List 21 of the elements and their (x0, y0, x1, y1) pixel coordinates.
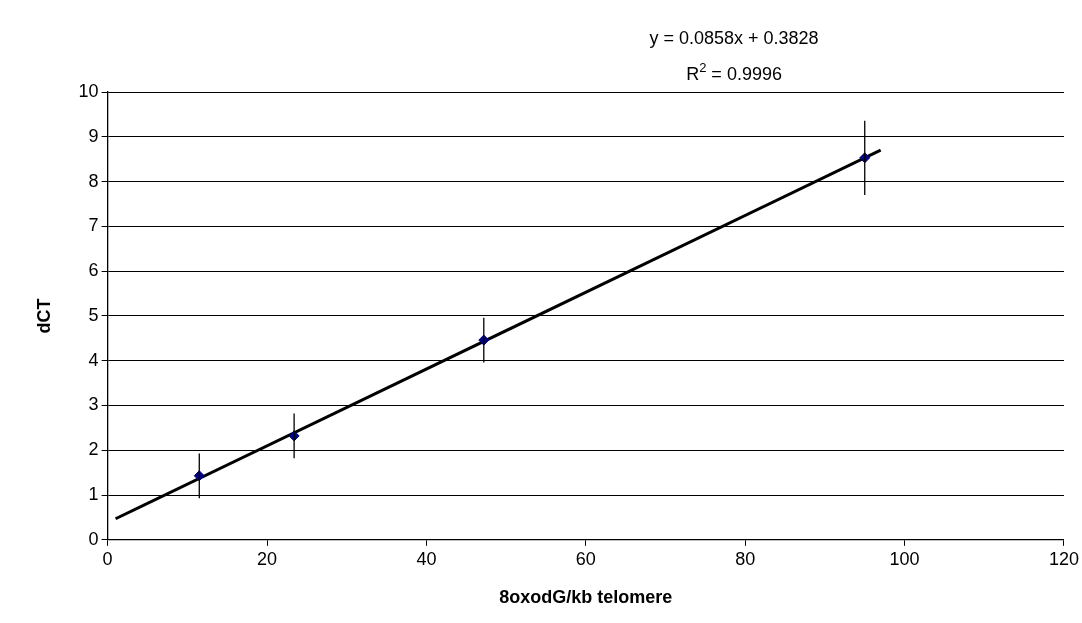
y-tick-label: 4 (88, 349, 99, 370)
y-tick-label: 7 (88, 215, 99, 236)
text: y = 0.0858x + 0.3828 (649, 28, 819, 48)
x-tick-label: 60 (575, 548, 596, 569)
x-tick-label: 40 (416, 548, 437, 569)
y-tick-label: 9 (88, 125, 99, 146)
x-axis-title: 8oxodG/kb telomere (499, 587, 673, 608)
y-tick-label: 2 (88, 439, 99, 460)
x-tick-label: 20 (257, 548, 278, 569)
x-tick-label: 120 (1048, 548, 1080, 569)
y-tick-label: 1 (88, 483, 99, 504)
y-axis-title: dCT (33, 298, 54, 334)
y-tick-label: 5 (88, 304, 99, 325)
y-tick-label: 10 (78, 80, 99, 101)
y-tick-label: 6 (88, 260, 99, 281)
y-tick-label: 0 (88, 528, 99, 549)
x-tick-label: 100 (889, 548, 920, 569)
y-tick-label: 3 (88, 394, 99, 415)
x-tick-label: 0 (102, 548, 113, 569)
x-tick-label: 80 (735, 548, 756, 569)
y-tick-label: 8 (88, 170, 99, 191)
